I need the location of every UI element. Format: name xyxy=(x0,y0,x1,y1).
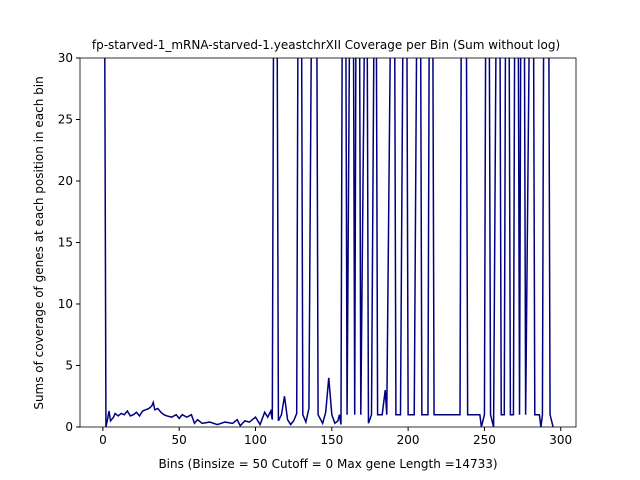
x-axis-label: Bins (Binsize = 50 Cutoff = 0 Max gene L… xyxy=(158,457,497,471)
x-tick-label: 200 xyxy=(397,433,420,447)
y-tick-label: 5 xyxy=(65,359,73,373)
y-tick-label: 15 xyxy=(58,236,73,250)
y-tick-label: 20 xyxy=(58,174,73,188)
y-tick-label: 10 xyxy=(58,297,73,311)
data-line xyxy=(104,58,554,427)
x-tick-label: 250 xyxy=(473,433,496,447)
x-tick-label: 150 xyxy=(320,433,343,447)
x-tick-label: 300 xyxy=(549,433,572,447)
x-tick-label: 100 xyxy=(244,433,267,447)
y-tick-label: 0 xyxy=(65,420,73,434)
x-tick-label: 0 xyxy=(99,433,107,447)
y-axis-label: Sums of coverage of genes at each positi… xyxy=(32,76,46,409)
y-tick-label: 25 xyxy=(58,113,73,127)
chart-title: fp-starved-1_mRNA-starved-1.yeastchrXII … xyxy=(92,38,560,52)
x-tick-label: 50 xyxy=(172,433,187,447)
y-tick-label: 30 xyxy=(58,51,73,65)
plot-frame xyxy=(79,57,577,428)
